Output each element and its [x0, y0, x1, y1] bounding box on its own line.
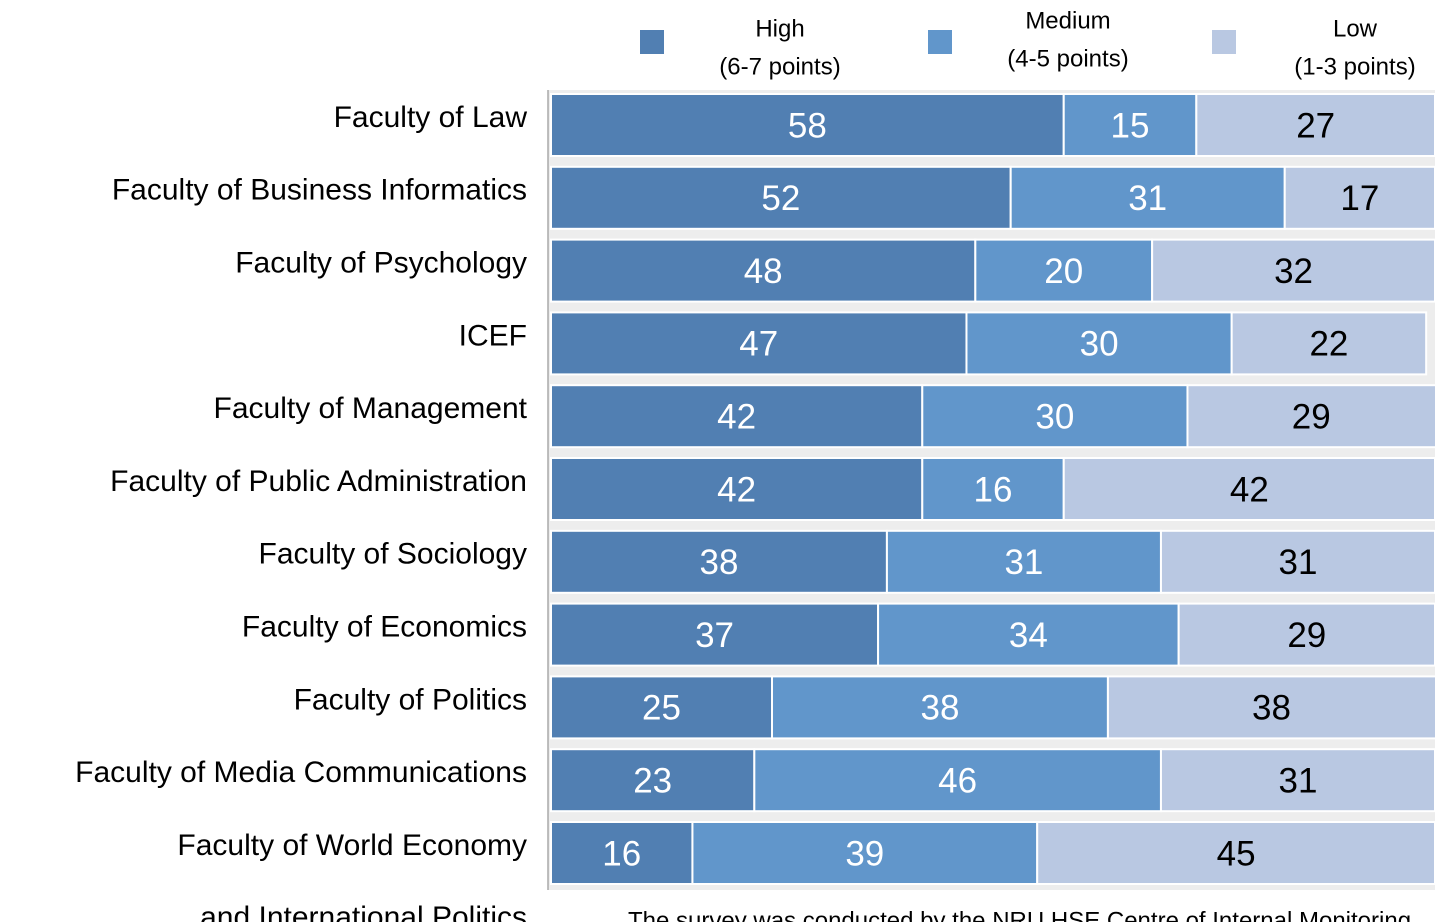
value-label: 38 [699, 543, 738, 582]
bar-segment [1177, 602, 1435, 667]
bar-segment [753, 748, 1162, 813]
value-label: 27 [1296, 106, 1335, 145]
value-label: 42 [1230, 470, 1269, 509]
bar-segment [1230, 311, 1428, 376]
bar-segment [550, 311, 968, 376]
value-label: 29 [1287, 616, 1326, 655]
legend-detail: (1-3 points) [1294, 53, 1415, 80]
value-label: 30 [1080, 325, 1119, 364]
value-label: 31 [1004, 543, 1043, 582]
y-tick-label: Faculty of Public Administration [110, 465, 527, 498]
value-label: 23 [633, 761, 672, 800]
value-label: 45 [1217, 834, 1256, 873]
bar-segment [921, 457, 1065, 521]
value-label: 16 [602, 834, 641, 873]
value-label: 20 [1044, 252, 1083, 291]
value-label: 52 [761, 179, 800, 218]
value-label: 34 [1009, 616, 1048, 655]
legend-detail: (6-7 points) [719, 53, 840, 80]
bar-segment [550, 93, 1065, 157]
value-label: 29 [1292, 397, 1331, 436]
bar-segment [1036, 821, 1435, 885]
bar-segment [550, 165, 1012, 230]
bar-segment [921, 384, 1189, 449]
bar-segment [550, 529, 888, 594]
bar-segment [1186, 384, 1435, 449]
bar-segment [550, 602, 880, 667]
value-label: 25 [642, 689, 681, 728]
bar-segment [1151, 238, 1435, 303]
bar-segment [1062, 457, 1435, 521]
bar-segment [771, 675, 1109, 740]
bar-segment [877, 602, 1180, 667]
bar-segment [550, 384, 924, 449]
legend-swatch [1212, 30, 1236, 54]
legend-swatch [928, 30, 952, 54]
value-label: 39 [845, 834, 884, 873]
legend-detail: (4-5 points) [1007, 45, 1128, 72]
legend-label: High [755, 15, 804, 42]
y-tick-label: Faculty of Politics [294, 683, 527, 716]
y-tick-label: Faculty of Psychology [235, 247, 527, 280]
value-label: 42 [717, 397, 756, 436]
y-tick-label: Faculty of Law [334, 101, 528, 134]
value-label: 37 [695, 616, 734, 655]
y-tick-label: Faculty of World Economy and Internationa… [177, 829, 527, 922]
bar-segment [550, 457, 924, 521]
value-label: 31 [1279, 761, 1318, 800]
value-label: 30 [1035, 397, 1074, 436]
bar-segment [550, 821, 694, 885]
y-tick-label: Faculty of Business Informatics [112, 174, 527, 207]
value-label: 31 [1279, 543, 1318, 582]
value-label: 38 [1252, 689, 1291, 728]
legend-label: Medium [1025, 7, 1110, 34]
y-tick-label: Faculty of Economics [242, 611, 527, 644]
footnote: The survey was conducted by the NRU HSE … [628, 907, 1411, 922]
bar-segment [885, 529, 1162, 594]
bar-segment [1195, 93, 1435, 157]
y-tick-label: Faculty of Media Communications [75, 756, 527, 789]
legend-label: Low [1333, 15, 1378, 42]
y-tick-label: Faculty of Sociology [259, 538, 527, 571]
value-label: 47 [739, 325, 778, 364]
value-label: 31 [1128, 179, 1167, 218]
bar-segment [1062, 93, 1198, 157]
value-label: 58 [788, 106, 827, 145]
value-label: 48 [744, 252, 783, 291]
value-label: 46 [938, 761, 977, 800]
value-label: 42 [717, 470, 756, 509]
bar-segment [550, 675, 773, 740]
value-label: 15 [1111, 106, 1150, 145]
value-label: 22 [1309, 325, 1348, 364]
value-label: 38 [920, 689, 959, 728]
y-tick-label: ICEF [459, 319, 527, 352]
y-tick-label: Faculty of Management [214, 392, 528, 425]
value-label: 16 [974, 470, 1013, 509]
value-label: 32 [1274, 252, 1313, 291]
value-label: 17 [1340, 179, 1379, 218]
bar-segment [1106, 675, 1435, 740]
bar-segment [1159, 748, 1435, 813]
legend-swatch [640, 30, 664, 54]
bar-segment [1283, 165, 1435, 230]
